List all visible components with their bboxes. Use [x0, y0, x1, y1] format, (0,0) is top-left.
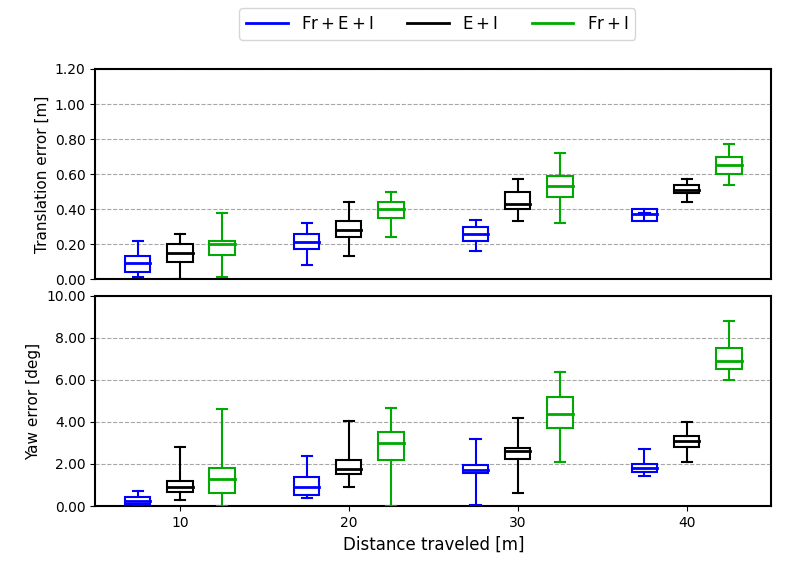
Bar: [716, 348, 742, 369]
Bar: [378, 202, 404, 218]
Legend: $\mathrm{Fr+E+I}$, $\mathrm{E+I}$, $\mathrm{Fr+I}$: $\mathrm{Fr+E+I}$, $\mathrm{E+I}$, $\mat…: [239, 8, 635, 40]
Bar: [294, 233, 320, 250]
Bar: [209, 240, 235, 255]
Bar: [209, 468, 235, 493]
Bar: [167, 244, 192, 262]
Y-axis label: Translation error [m]: Translation error [m]: [34, 95, 49, 253]
Bar: [125, 256, 150, 272]
Bar: [674, 185, 700, 193]
Bar: [336, 221, 362, 237]
Bar: [167, 481, 192, 492]
Bar: [125, 497, 150, 504]
Bar: [674, 436, 700, 447]
Bar: [632, 464, 657, 473]
Bar: [547, 176, 572, 197]
Bar: [632, 209, 657, 221]
Bar: [716, 156, 742, 174]
Bar: [336, 460, 362, 474]
Bar: [463, 227, 488, 240]
Bar: [505, 191, 530, 209]
X-axis label: Distance traveled [m]: Distance traveled [m]: [343, 535, 524, 553]
Bar: [378, 432, 404, 460]
Bar: [505, 448, 530, 459]
Y-axis label: Yaw error [deg]: Yaw error [deg]: [25, 342, 41, 459]
Bar: [463, 465, 488, 473]
Bar: [294, 477, 320, 496]
Bar: [547, 397, 572, 428]
